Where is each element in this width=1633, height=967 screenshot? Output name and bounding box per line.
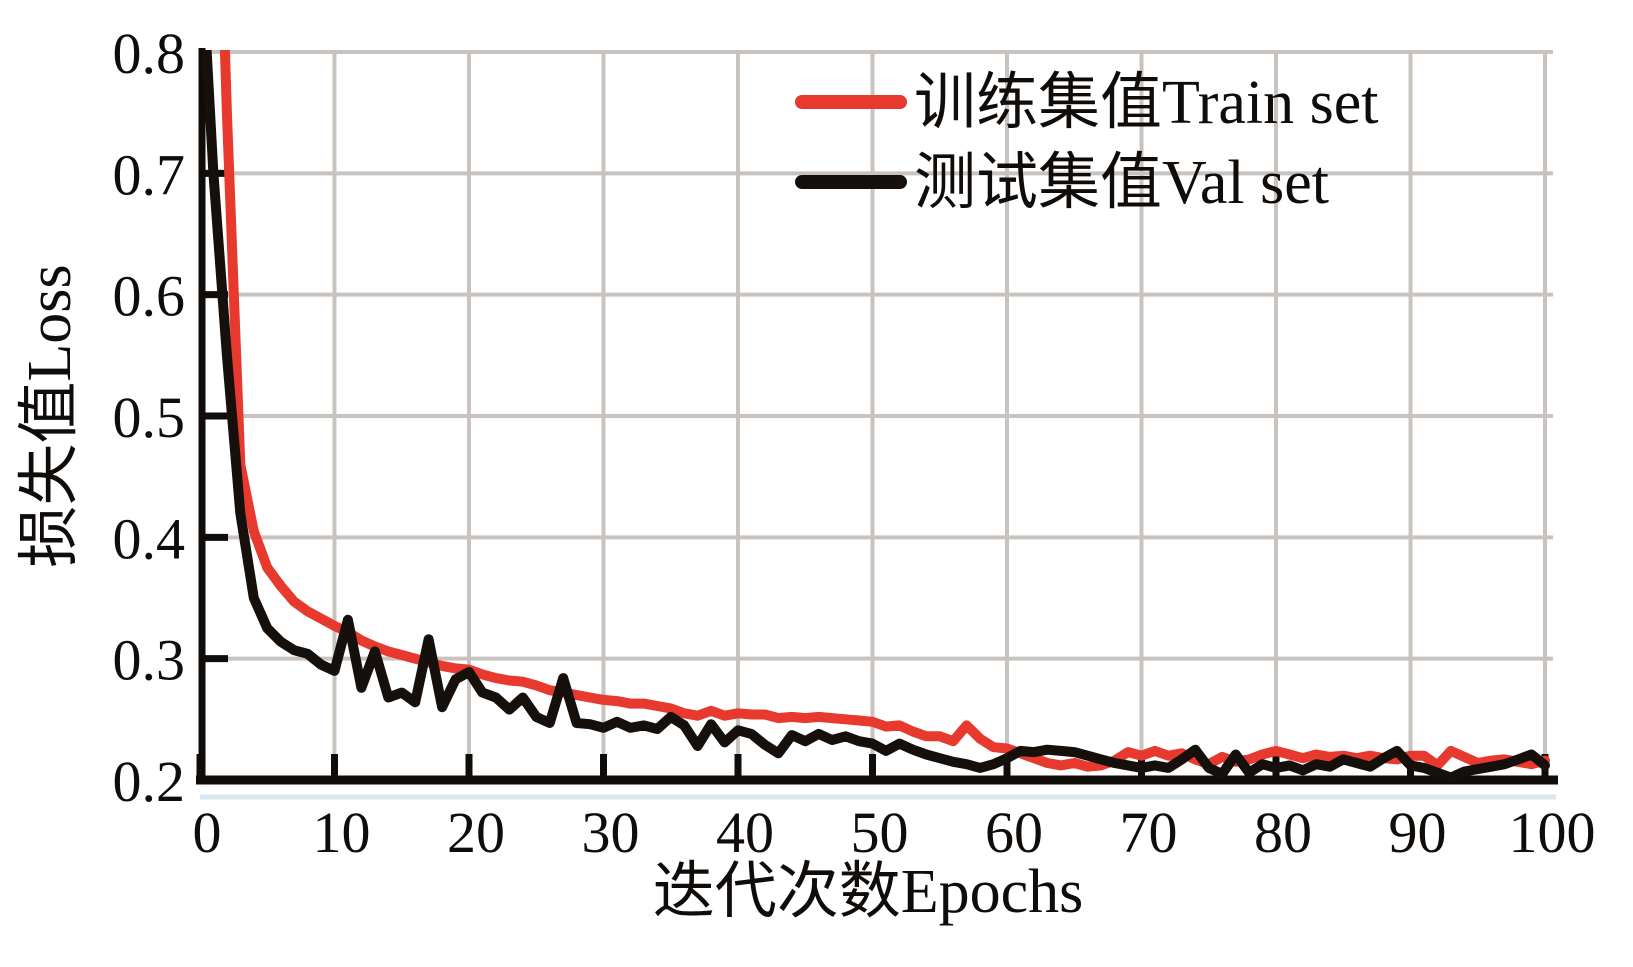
y-axis-title: 损失值Loss <box>16 264 84 567</box>
y-tick-label: 0.8 <box>113 21 186 86</box>
y-tick-label: 0.5 <box>113 385 186 450</box>
series-lines <box>201 50 1550 783</box>
x-tick-label: 60 <box>985 800 1043 865</box>
legend-item: 测试集值Val set <box>795 149 1329 217</box>
x-tick-label: 30 <box>582 800 640 865</box>
gridlines <box>200 50 1553 780</box>
y-tick-label: 0.4 <box>113 506 186 571</box>
y-tick-label: 0.2 <box>113 749 186 814</box>
y-tick-label: 0.6 <box>113 264 186 329</box>
x-tick-labels: 0 10 20 30 40 50 60 70 80 90 100 <box>193 800 1596 865</box>
y-tick-label: 0.3 <box>113 628 186 693</box>
legend-label-train: 训练集值Train set <box>914 69 1378 137</box>
legend-item: 训练集值Train set <box>795 69 1378 137</box>
x-axis-title: 迭代次数Epochs <box>653 858 1084 926</box>
y-tick-labels: 0.2 0.3 0.4 0.5 0.6 0.7 0.8 <box>113 21 186 814</box>
x-tick-label: 10 <box>313 800 371 865</box>
y-tick-label: 0.7 <box>113 142 186 207</box>
x-tick-label: 90 <box>1389 800 1447 865</box>
x-tick-label: 40 <box>716 800 774 865</box>
x-tick-label: 70 <box>1120 800 1178 865</box>
legend-label-val: 测试集值Val set <box>914 149 1329 217</box>
x-tick-label: 80 <box>1254 800 1312 865</box>
x-tick-label: 100 <box>1509 800 1596 865</box>
x-tick-label: 20 <box>447 800 505 865</box>
x-tick-label: 0 <box>193 800 222 865</box>
legend: 训练集值Train set 测试集值Val set <box>795 69 1378 217</box>
x-tick-label: 50 <box>851 800 909 865</box>
val-set-line <box>201 50 1550 783</box>
